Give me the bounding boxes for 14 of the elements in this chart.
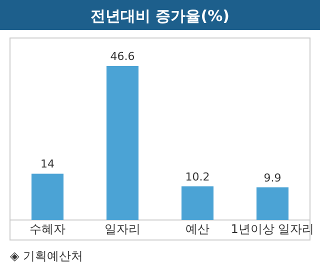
x-tick-label: 수혜자 [30,222,66,236]
text: ◈ 기획예산처 [10,249,84,263]
x-tick-label: 일자리 [104,222,140,236]
chart-title: 전년대비 증가율(%) [90,7,230,25]
x-tick-label: 예산 [186,222,210,236]
bar [182,186,214,220]
data-label: 9.9 [264,171,282,184]
bar [106,66,138,220]
bar [32,174,64,220]
data-label: 46.6 [110,50,135,63]
data-label: 14 [40,158,54,171]
data-label: 10.2 [185,170,210,184]
x-tick-label: 1년이상 일자리 [230,222,314,236]
bar [256,187,288,220]
